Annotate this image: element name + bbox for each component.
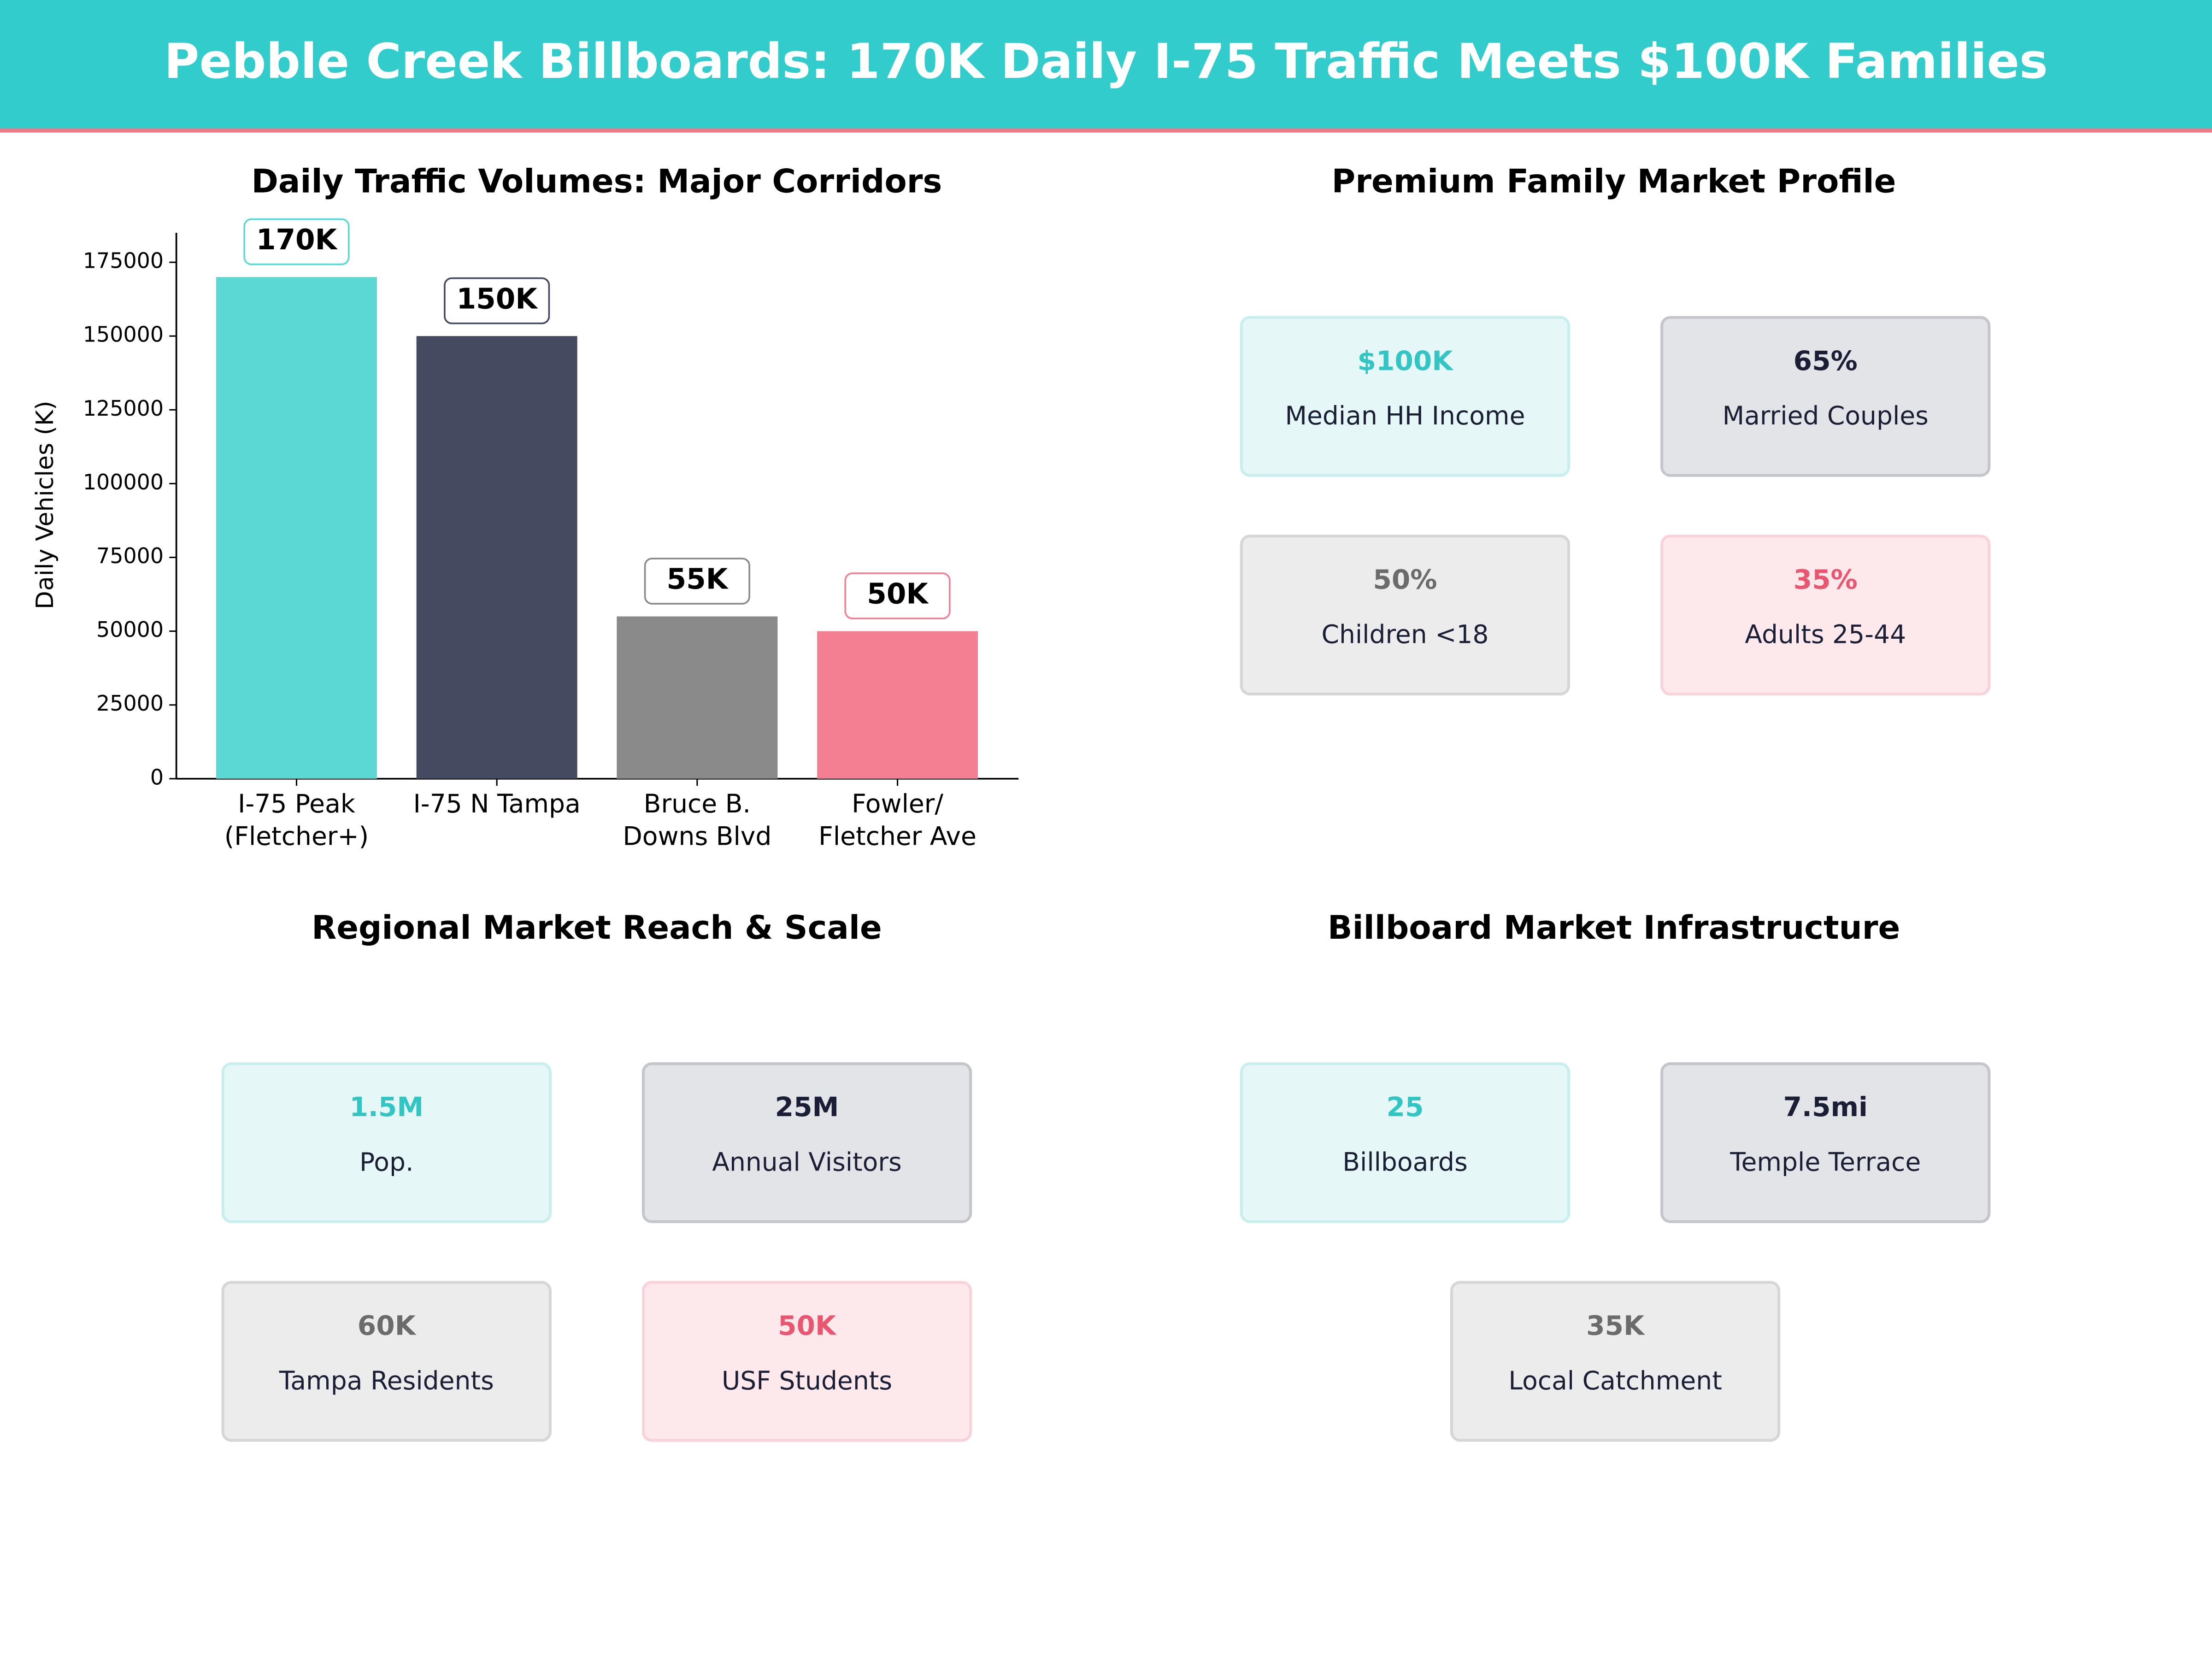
y-tick-label: 75000 — [96, 543, 164, 568]
card-box — [1660, 535, 1991, 696]
value-label-box — [644, 558, 750, 605]
stat-card: 35K Local Catchment — [1450, 1281, 1781, 1442]
value-label-box — [444, 277, 550, 324]
y-tick-label: 125000 — [83, 396, 164, 421]
card-value: $100K — [1358, 345, 1454, 377]
card-box — [1240, 316, 1571, 477]
card-value: 35% — [1794, 564, 1858, 595]
y-tick-label: 25000 — [96, 691, 164, 716]
y-tick-label: 150000 — [83, 322, 164, 347]
card-label: Children <18 — [1321, 620, 1488, 649]
stat-card: 35% Adults 25-44 — [1660, 535, 1991, 696]
page-title: Pebble Creek Billboards: 170K Daily I-75… — [164, 33, 2048, 89]
card-label: Tampa Residents — [279, 1366, 494, 1395]
x-tick-label: Bruce B. Downs Blvd — [623, 789, 771, 851]
y-tick-label: 175000 — [83, 248, 164, 273]
card-box — [641, 1062, 972, 1224]
card-label: Annual Visitors — [712, 1147, 901, 1177]
value-label: 50K — [867, 578, 929, 611]
card-box — [1450, 1281, 1781, 1442]
card-value: 65% — [1794, 345, 1858, 377]
card-value: 7.5mi — [1783, 1091, 1868, 1123]
card-value: 60K — [358, 1310, 417, 1341]
stat-card: 25 Billboards — [1240, 1062, 1571, 1224]
value-label-box — [243, 218, 350, 265]
card-value: 50% — [1373, 564, 1437, 595]
header-bar — [0, 0, 2212, 130]
stat-card: 65% Married Couples — [1660, 316, 1991, 477]
card-value: 35K — [1586, 1310, 1645, 1341]
bar — [817, 631, 978, 779]
bar — [216, 277, 377, 779]
card-label: Married Couples — [1723, 401, 1929, 430]
y-tick-label: 100000 — [83, 470, 164, 494]
card-value: 25 — [1387, 1091, 1424, 1123]
stat-card: $100K Median HH Income — [1240, 316, 1571, 477]
card-box — [221, 1062, 552, 1224]
card-box — [1660, 316, 1991, 477]
stat-card: 50K USF Students — [641, 1281, 972, 1442]
card-value: 25M — [775, 1091, 839, 1123]
y-axis-label: Daily Vehicles (K) — [31, 401, 59, 610]
chart-title: Daily Traffic Volumes: Major Corridors — [251, 162, 942, 200]
value-label: 170K — [256, 224, 338, 256]
x-tick-label: Fowler/Fletcher Ave — [818, 789, 977, 851]
header-rule — [0, 128, 2212, 133]
panel-title: Regional Market Reach & Scale — [312, 909, 882, 947]
y-tick-label: 50000 — [96, 617, 164, 642]
card-value: 1.5M — [349, 1091, 424, 1123]
value-label: 55K — [667, 563, 729, 596]
stat-card: 1.5M Pop. — [221, 1062, 552, 1224]
stat-card: 7.5mi Temple Terrace — [1660, 1062, 1991, 1224]
card-value: 50K — [778, 1310, 837, 1341]
value-label: 150K — [457, 282, 539, 315]
stat-card: 50% Children <18 — [1240, 535, 1571, 696]
stat-card: 60K Tampa Residents — [221, 1281, 552, 1442]
card-box — [1240, 535, 1571, 696]
x-tick-label: I-75 Peak (Fletcher+) — [224, 789, 369, 851]
card-label: Adults 25-44 — [1745, 620, 1906, 649]
y-tick-label: 0 — [150, 765, 164, 789]
card-label: Median HH Income — [1285, 401, 1525, 430]
card-box — [221, 1281, 552, 1442]
card-label: Billboards — [1342, 1147, 1468, 1177]
card-label: Temple Terrace — [1730, 1147, 1921, 1177]
card-label: Pop. — [359, 1147, 413, 1177]
card-box — [1240, 1062, 1571, 1224]
x-tick-label: I-75 N Tampa — [413, 789, 581, 818]
stat-card: 25M Annual Visitors — [641, 1062, 972, 1224]
card-box — [641, 1281, 972, 1442]
card-label: Local Catchment — [1508, 1366, 1722, 1395]
card-box — [1660, 1062, 1991, 1224]
value-label-box — [844, 572, 951, 619]
bar — [617, 616, 778, 779]
panel-title: Billboard Market Infrastructure — [1328, 909, 1900, 947]
bar — [416, 336, 577, 779]
panel-title: Premium Family Market Profile — [1332, 162, 1896, 200]
card-label: USF Students — [722, 1366, 892, 1395]
